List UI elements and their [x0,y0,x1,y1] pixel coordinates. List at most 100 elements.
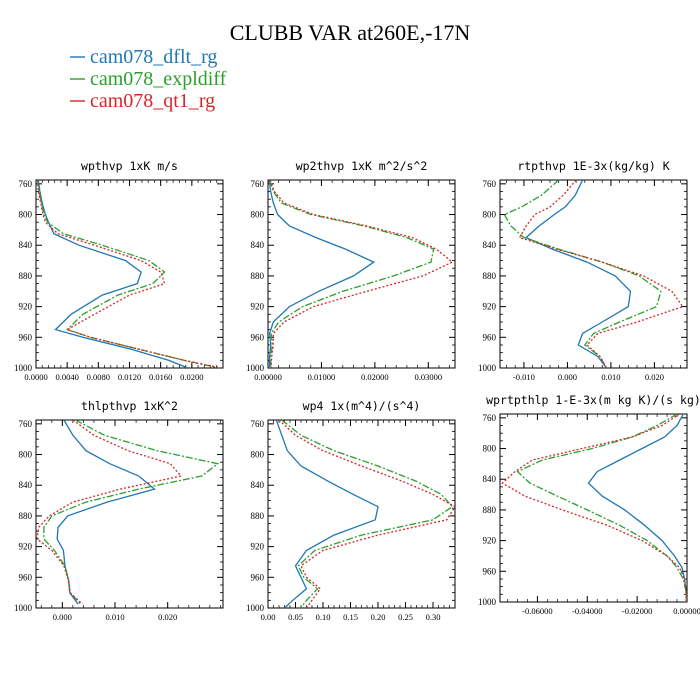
legend-entry: cam078_expldiff [90,68,227,90]
legend: cam078_dflt_rgcam078_expldiffcam078_qt1_… [70,46,227,112]
series-line-cam078_qt1_rg [269,180,454,368]
legend-entry: cam078_dflt_rg [90,46,217,68]
panel-3: rtpthvp 1E-3x(kg/kg) K 760 800 840 880 920 960… [478,159,688,382]
panel-title: wpthvp 1xK m/s [81,159,178,173]
y-tick-label: 960 [483,332,497,342]
y-tick-label: 760 [251,419,265,429]
y-tick-label: 920 [251,542,265,552]
plot-frame [499,179,688,369]
series-line-cam078_qt1_rg [36,420,183,605]
x-tick-label: 0.00 [261,612,276,622]
y-tick-label: 800 [251,450,265,460]
y-tick-label: 840 [483,474,497,484]
y-tick-label: 760 [483,179,497,189]
series-line-cam078_qt1_rg [518,180,684,368]
x-tick-label: 0.020 [158,612,177,622]
y-tick-label: 840 [19,240,33,250]
y-tick-label: 960 [19,572,33,582]
series-line-cam078_dflt_rg [37,180,189,368]
x-tick-label: 0.15 [343,612,358,622]
x-tick-label: 0.03000 [414,372,442,382]
x-tick-label: 0.0160 [149,372,172,382]
series-line-cam078_qt1_rg [36,180,222,368]
y-tick-label: 920 [483,302,497,312]
panel-title: wp4 1x(m^4)/(s^4) [303,399,421,413]
y-tick-label: 880 [483,505,497,515]
plot-frame [35,179,224,369]
y-tick-label: 880 [19,511,33,521]
y-tick-label: 760 [19,419,33,429]
y-tick-label: 760 [19,179,33,189]
plot-frame [267,419,456,609]
y-tick-label: 840 [251,240,265,250]
x-tick-label: 0.02000 [361,372,389,382]
series-line-cam078_expldiff [503,180,662,368]
y-tick-label: 800 [251,210,265,220]
series-line-cam078_expldiff [268,180,435,368]
legend-entry: cam078_qt1_rg [90,90,215,112]
y-tick-label: 1000 [478,363,497,373]
y-tick-label: 800 [483,444,497,454]
x-tick-label: 0.000 [53,612,72,622]
series-line-cam078_expldiff [516,414,687,602]
figure-title: CLUBB VAR at260E,-17N [230,20,471,45]
y-tick-label: 960 [251,332,265,342]
series-line-cam078_dflt_rg [56,420,156,605]
y-tick-label: 1000 [14,363,33,373]
panel-title: thlpthvp 1xK^2 [81,399,178,413]
x-tick-label: 0.25 [398,612,413,622]
x-tick-label: 0.0120 [118,372,141,382]
x-tick-label: 0.0080 [87,372,110,382]
y-tick-label: 880 [19,271,33,281]
y-tick-label: 880 [251,271,265,281]
series-line-cam078_dflt_rg [587,414,687,602]
panel-title: wprtpthlp 1-E-3x(m kg K)/(s kg) [486,393,700,407]
y-tick-label: 800 [483,210,497,220]
y-tick-label: 920 [483,536,497,546]
panel-1: wpthvp 1xK m/s76080084088092096010000.00… [14,159,224,382]
y-tick-label: 760 [251,179,265,189]
x-tick-label: -0.010 [513,372,535,382]
y-tick-label: 920 [251,302,265,312]
series-line-cam078_expldiff [36,180,220,368]
panel-title: wp2thvp 1xK m^2/s^2 [296,159,428,173]
x-tick-label: 0.05 [288,612,303,622]
series-line-cam078_expldiff [281,420,454,608]
plot-frame [35,419,224,609]
plot-frame [267,179,456,369]
x-tick-label: 0.0040 [55,372,78,382]
x-tick-label: 0.00000 [673,606,700,616]
series-line-cam078_qt1_rg [501,414,687,602]
x-tick-label: 0.020 [645,372,664,382]
y-tick-label: 880 [251,511,265,521]
series-line-cam078_dflt_rg [268,180,376,368]
y-tick-label: 1000 [246,603,265,613]
x-tick-label: -0.02000 [622,606,652,616]
series-line-cam078_dflt_rg [275,420,379,608]
y-tick-label: 1000 [246,363,265,373]
y-tick-label: 920 [19,542,33,552]
y-tick-label: 840 [19,480,33,490]
x-tick-label: 0.0200 [180,372,203,382]
x-tick-label: 0.01000 [308,372,336,382]
panels: wpthvp 1xK m/s76080084088092096010000.00… [14,159,700,622]
x-tick-label: 0.010 [601,372,620,382]
x-tick-label: -0.06000 [522,606,552,616]
y-tick-label: 760 [483,413,497,423]
plot-frame [499,413,688,603]
series-line-cam078_qt1_rg [278,420,455,608]
x-tick-label: 0.10 [316,612,331,622]
panel-5: wp4 1x(m^4)/(s^4)76080084088092096010000… [246,399,456,622]
y-tick-label: 800 [19,450,33,460]
y-tick-label: 800 [19,210,33,220]
y-tick-label: 1000 [478,597,497,607]
panel-6: wprtpthlp 1-E-3x(m kg K)/(s kg) 760 800 840… [478,393,700,616]
x-tick-label: 0.0000 [24,372,47,382]
x-tick-label: 0.010 [105,612,124,622]
x-tick-label: -0.04000 [572,606,602,616]
x-tick-label: 0.20 [371,612,386,622]
y-tick-label: 840 [251,480,265,490]
panel-4: thlpthvp 1xK^2 760 800 840 880 920 960 1000 0.00… [14,399,224,622]
x-tick-label: 0.00000 [254,372,282,382]
